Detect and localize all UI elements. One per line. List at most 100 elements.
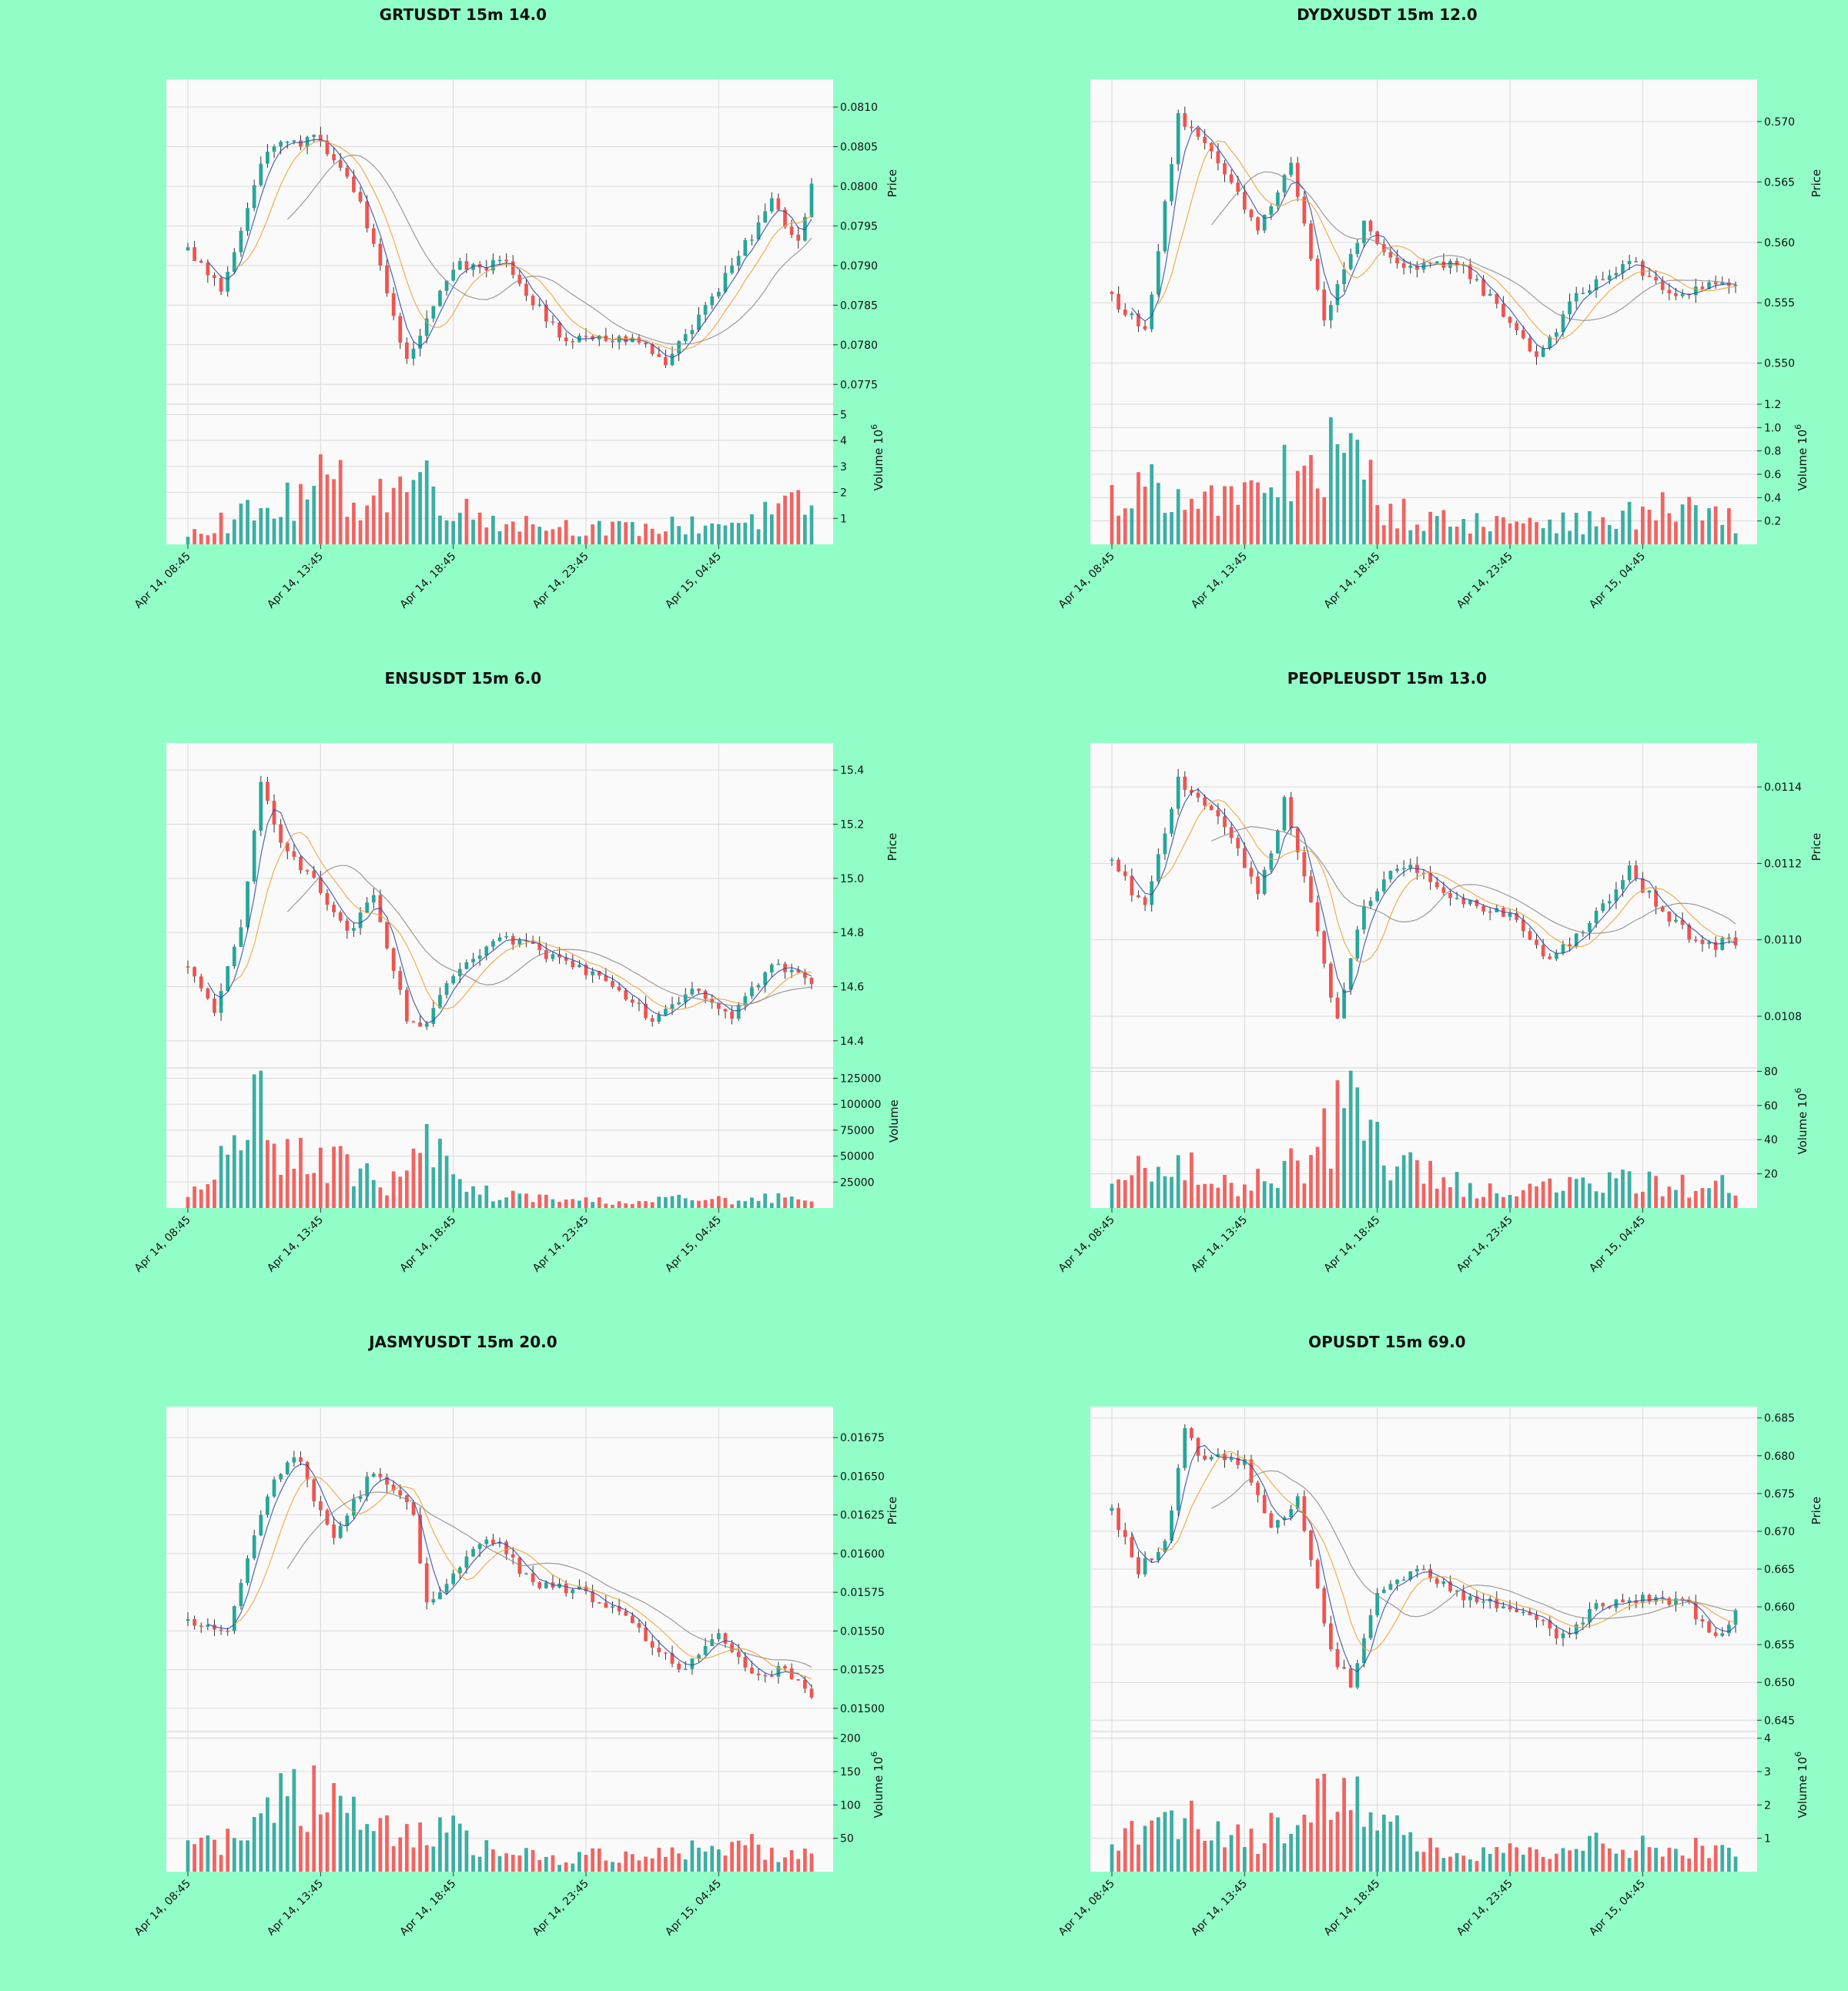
candle-body — [1183, 113, 1187, 127]
volume-bar — [796, 1199, 801, 1208]
volume-bar — [398, 476, 403, 544]
volume-bar — [1461, 1855, 1466, 1872]
candle-body — [1568, 944, 1572, 946]
candle-body — [664, 356, 668, 366]
candle-body — [1388, 1584, 1393, 1590]
volume-tick-label: 60 — [1764, 1100, 1778, 1113]
volume-bar — [1634, 529, 1639, 544]
volume-bar — [736, 523, 741, 544]
candle-body — [524, 283, 528, 296]
candle-body — [1548, 336, 1552, 349]
candle-body — [451, 1573, 456, 1584]
candle-body — [1535, 939, 1538, 945]
volume-bar — [259, 508, 263, 544]
candle-body — [624, 990, 628, 1000]
volume-bar — [664, 531, 668, 544]
candle-body — [1110, 859, 1114, 862]
volume-bar — [1322, 497, 1327, 544]
volume-bar — [1236, 504, 1240, 544]
volume-bar — [1435, 516, 1439, 544]
volume-bar — [1667, 1847, 1672, 1872]
volume-bar — [345, 1812, 350, 1872]
candle-body — [285, 842, 290, 852]
volume-tick-label: 200 — [840, 1733, 861, 1745]
price-tick-label: 0.655 — [1764, 1639, 1795, 1651]
volume-bar — [1700, 1845, 1705, 1872]
candle-body — [776, 963, 781, 965]
candles — [1110, 1424, 1738, 1690]
volume-bar — [325, 474, 330, 544]
candle-body — [657, 353, 661, 357]
price-axis-label: Price — [1810, 833, 1823, 862]
volume-bar — [1355, 440, 1360, 544]
candle-body — [358, 912, 363, 929]
volume-bar — [325, 1183, 330, 1208]
candle-body — [1601, 1603, 1605, 1607]
volume-bar — [1607, 1848, 1612, 1872]
candle-body — [192, 1618, 196, 1626]
volume-bar — [477, 1194, 482, 1208]
volume-panel — [166, 1068, 833, 1208]
candle-body — [1156, 1551, 1160, 1561]
candle-body — [246, 208, 249, 231]
candle-body — [544, 304, 548, 322]
price-tick-label: 0.0112 — [1764, 858, 1802, 870]
price-panel — [166, 79, 833, 404]
candle-body — [1236, 182, 1240, 192]
volume-bar — [1216, 515, 1220, 544]
volume-bar — [1674, 1190, 1678, 1208]
volume-tick-label: 150 — [840, 1766, 861, 1779]
candle-body — [1594, 911, 1599, 923]
candle-body — [1581, 1622, 1585, 1625]
candle-body — [1640, 1594, 1645, 1604]
volume-bar — [1223, 486, 1227, 544]
volume-bar — [213, 1180, 216, 1208]
volume-bar — [378, 1818, 383, 1872]
volume-bar — [358, 1829, 363, 1872]
volume-bar — [418, 472, 422, 544]
candle-body — [391, 1484, 396, 1491]
candle-body — [564, 957, 568, 961]
volume-bar — [266, 1797, 270, 1872]
volume-bar — [418, 1822, 422, 1872]
candle-body — [345, 920, 350, 931]
candle-body — [1521, 330, 1525, 339]
candle-body — [477, 955, 482, 959]
candle-body — [716, 1002, 721, 1009]
candle-body — [1130, 875, 1134, 895]
volume-bar — [657, 1848, 661, 1872]
volume-panel — [1090, 1732, 1757, 1872]
volume-bar — [1607, 1172, 1612, 1208]
volume-bar — [1242, 1847, 1247, 1872]
volume-bar — [1707, 1858, 1711, 1872]
candle-body — [1309, 223, 1313, 259]
volume-bar — [597, 1848, 601, 1872]
volume-bar — [411, 1148, 416, 1208]
candle-body — [1733, 937, 1738, 945]
candle-body — [1256, 1482, 1260, 1495]
candle-body — [1242, 848, 1247, 868]
candle-body — [504, 259, 508, 262]
candle-body — [690, 330, 695, 335]
candle-body — [1680, 919, 1685, 925]
volume-bar — [1348, 433, 1353, 544]
volume-bar — [1110, 484, 1114, 544]
volume-bar — [213, 1839, 216, 1872]
volume-bar — [1554, 1192, 1558, 1208]
volume-bar — [1408, 530, 1413, 544]
candle-body — [517, 1557, 522, 1574]
volume-bar — [1521, 1190, 1525, 1208]
candle-body — [537, 304, 542, 306]
candle-body — [497, 937, 502, 942]
candle-body — [484, 267, 489, 271]
candle-body — [664, 1009, 668, 1016]
candle-body — [803, 972, 807, 979]
candle-body — [1123, 310, 1127, 316]
volume-bar — [1130, 1821, 1134, 1872]
moving-averages — [1131, 788, 1736, 993]
volume-bar — [199, 1190, 203, 1208]
chart-4: PEOPLEUSDT 15m 13.0 0.0108 0.0110 0.0112 0.0… — [1056, 669, 1823, 1275]
candle-body — [272, 801, 276, 825]
candle-body — [451, 269, 456, 281]
volume-bar — [630, 1854, 634, 1872]
